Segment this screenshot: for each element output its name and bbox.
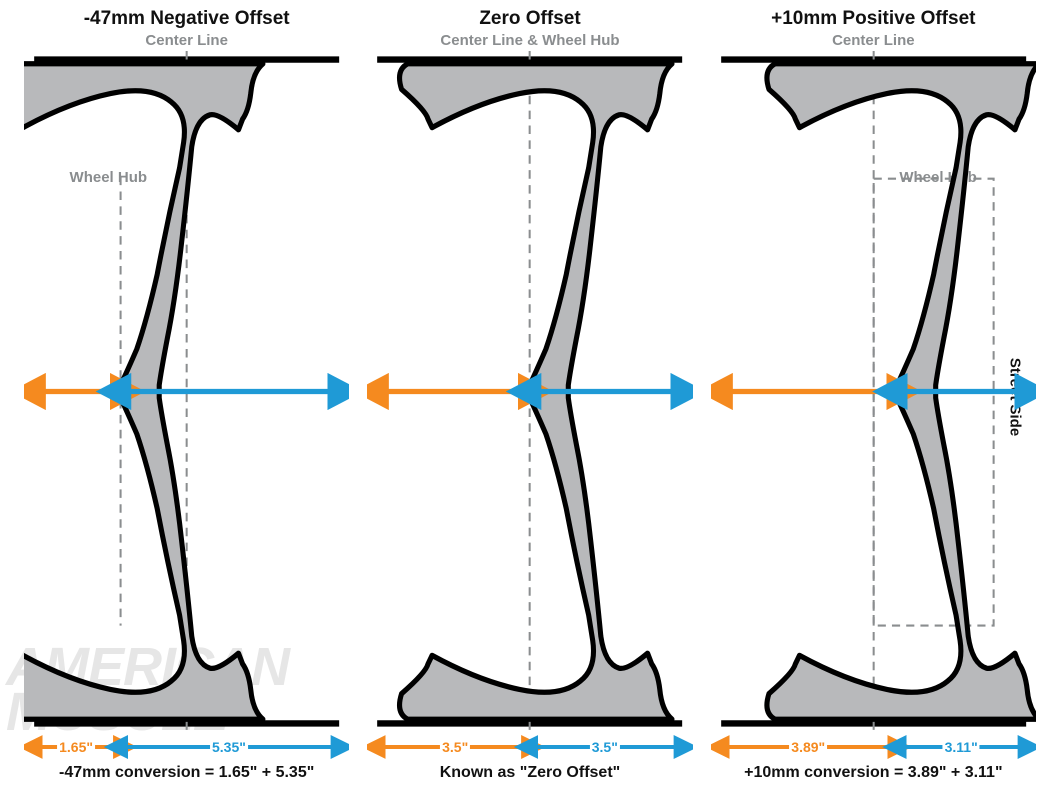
panel-negative: -47mm Negative Offset Center Line Wheel … <box>24 8 349 782</box>
panel-title: Zero Offset <box>367 8 692 30</box>
centerline-label: Center Line & Wheel Hub <box>367 32 692 49</box>
dim-left-value: 1.65" <box>57 739 95 755</box>
centerline-label: Center Line <box>24 32 349 49</box>
panel-zero: Zero Offset Center Line & Wheel Hub <box>367 8 692 782</box>
dim-row-positive: 3.89" 3.11" <box>711 732 1036 762</box>
panels-container: -47mm Negative Offset Center Line Wheel … <box>0 0 1060 794</box>
panel-title: +10mm Positive Offset <box>711 8 1036 30</box>
diagram-positive: Wheel Hub <box>711 51 1036 732</box>
dim-row-negative: 1.65" 5.35" <box>24 732 349 762</box>
dim-left-value: 3.89" <box>789 739 827 755</box>
centerline-label: Center Line <box>711 32 1036 49</box>
wheel-svg-negative <box>24 51 349 732</box>
diagram-negative: Wheel Hub <box>24 51 349 732</box>
dim-right-value: 5.35" <box>210 739 248 755</box>
panel-footer: -47mm conversion = 1.65" + 5.35" <box>24 764 349 782</box>
panel-positive: +10mm Positive Offset Center Line Wheel … <box>711 8 1036 782</box>
dim-left-value: 3.5" <box>440 739 470 755</box>
dim-right-value: 3.5" <box>590 739 620 755</box>
diagram-zero <box>367 51 692 732</box>
wheel-svg-positive <box>711 51 1036 732</box>
panel-title: -47mm Negative Offset <box>24 8 349 30</box>
wheel-svg-zero <box>367 51 692 732</box>
dim-right-value: 3.11" <box>943 739 980 755</box>
panel-footer: Known as "Zero Offset" <box>367 764 692 782</box>
dim-row-zero: 3.5" 3.5" <box>367 732 692 762</box>
panel-footer: +10mm conversion = 3.89" + 3.11" <box>711 764 1036 782</box>
